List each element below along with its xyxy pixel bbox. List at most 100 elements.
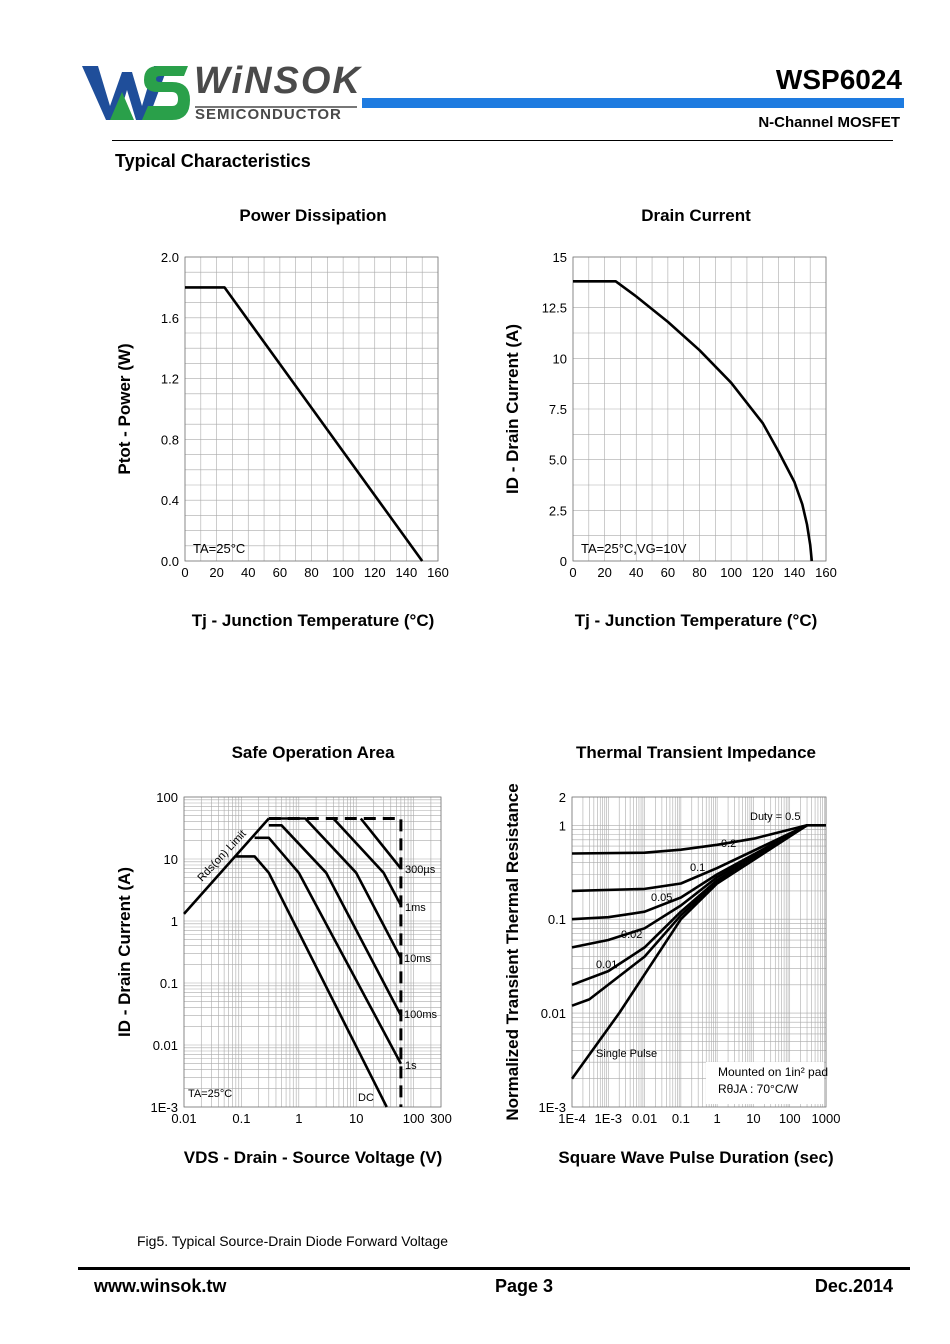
- y-tick-label: 0.8: [161, 432, 179, 447]
- y-tick-label: 1: [559, 818, 566, 833]
- x-tick-label: 10: [746, 1111, 760, 1126]
- x-tick-label: 100: [332, 565, 354, 580]
- logo-subtext: SEMICONDUCTOR: [195, 106, 342, 123]
- series-line-limit: [268, 817, 403, 1107]
- series-label: 0.01: [596, 959, 617, 971]
- y-tick-label: 0.1: [160, 976, 178, 991]
- y-tick-label: 12.5: [542, 301, 567, 316]
- series-label: Duty = 0.5: [750, 811, 800, 823]
- x-tick-label: 0.1: [672, 1111, 690, 1126]
- series-line-0-1: [571, 824, 808, 921]
- chart-title: Drain Current: [641, 206, 751, 225]
- y-tick-label: 0: [560, 554, 567, 569]
- x-tick-label: 100: [403, 1111, 425, 1126]
- y-tick-label: 10: [164, 852, 178, 867]
- x-tick-label: 160: [815, 565, 837, 580]
- thermal-resistance-annotation: RθJA : 70°C/W: [718, 1082, 799, 1096]
- series-line-rds-on-limit: [183, 817, 270, 915]
- x-tick-label: 300: [430, 1111, 452, 1126]
- y-tick-label: 2.5: [549, 503, 567, 518]
- condition-annotation: TA=25°C: [188, 1088, 232, 1100]
- series-line: [573, 279, 814, 562]
- plot-frame: [572, 256, 827, 562]
- part-number: WSP6024: [775, 64, 902, 95]
- series-label: 1ms: [405, 902, 426, 914]
- x-tick-label: 0: [569, 565, 576, 580]
- x-tick-label: 100: [720, 565, 742, 580]
- grid: [572, 256, 827, 562]
- series-line-0-2: [571, 824, 808, 893]
- series-line-300-s: [359, 817, 402, 870]
- x-tick-label: 1E-3: [595, 1111, 622, 1126]
- series-label: 1s: [405, 1060, 417, 1072]
- y-tick-label: 1.6: [161, 311, 179, 326]
- series-label: 0.05: [651, 892, 672, 904]
- y-tick-label: 1: [171, 914, 178, 929]
- y-tick-label: 0.0: [161, 554, 179, 569]
- x-tick-label: 0.01: [171, 1111, 196, 1126]
- x-tick-label: 140: [396, 565, 418, 580]
- footer-website[interactable]: www.winsok.tw: [94, 1276, 227, 1296]
- chart-1: 0 20 40 60 80 100 120 140 160 0.0 0.4 0.8 1.2 1.6 2.0 P…: [115, 206, 449, 630]
- y-tick-label: 2.0: [161, 250, 179, 265]
- y-axis-label: ID - Drain Current (A): [503, 324, 522, 494]
- series-label: 10ms: [404, 953, 431, 965]
- y-axis-label: ID - Drain Current (A): [115, 867, 134, 1037]
- grid: [183, 796, 442, 1108]
- plot-frame: [571, 796, 827, 1108]
- series-label: 0.2: [721, 838, 736, 850]
- x-tick-label: 20: [597, 565, 611, 580]
- x-tick-label: 40: [629, 565, 643, 580]
- y-tick-label: 5.0: [549, 453, 567, 468]
- series-line: [185, 286, 424, 562]
- y-tick-label: 1E-3: [539, 1100, 566, 1115]
- y-tick-label: 100: [156, 790, 178, 805]
- series-line-0-05: [571, 824, 808, 949]
- x-axis-label: Tj - Junction Temperature (°C): [192, 611, 435, 630]
- winsok-logo-mark: [82, 66, 190, 120]
- y-tick-label: 10: [553, 351, 567, 366]
- x-tick-label: 20: [209, 565, 223, 580]
- series-label: DC: [358, 1092, 374, 1104]
- condition-annotation: TA=25°C: [193, 541, 245, 556]
- series-label: 0.02: [621, 929, 642, 941]
- y-axis-label: Ptot - Power (W): [115, 343, 134, 474]
- footer-page: Page 3: [495, 1276, 554, 1296]
- logo-text: WiNSOK: [194, 60, 362, 102]
- series-line-100ms: [268, 823, 403, 1017]
- series-label: 300µs: [405, 864, 436, 876]
- x-tick-label: 0: [181, 565, 188, 580]
- chart-2: 0 20 40 60 80 100 120 140 160 0 2.5 5.0 7.5 10 12.5 15 D…: [503, 206, 837, 630]
- y-tick-label: 15: [553, 250, 567, 265]
- x-tick-label: 0.01: [632, 1111, 657, 1126]
- mounting-annotation: Mounted on 1in² pad: [718, 1065, 828, 1079]
- y-tick-label: 7.5: [549, 402, 567, 417]
- chart-title: Safe Operation Area: [232, 743, 395, 762]
- annotation-box: [706, 1062, 824, 1104]
- plot-frame: [183, 796, 442, 1108]
- section-title: Typical Characteristics: [115, 151, 311, 171]
- header-divider: [112, 140, 893, 141]
- x-tick-label: 60: [661, 565, 675, 580]
- chart-title: Thermal Transient Impedance: [576, 743, 816, 762]
- series-label: Single Pulse: [596, 1048, 657, 1060]
- grid: [571, 796, 827, 1108]
- series-label: 0.1: [690, 862, 705, 874]
- series-line-1ms: [332, 817, 403, 906]
- x-tick-label: 120: [752, 565, 774, 580]
- x-tick-label: 1E-4: [558, 1111, 585, 1126]
- series-line-dc: [235, 855, 388, 1108]
- x-tick-label: 100: [779, 1111, 801, 1126]
- y-axis-label: Normalized Transient Thermal Resistance: [503, 783, 522, 1120]
- y-tick-label: 1E-3: [151, 1100, 178, 1115]
- device-type: N-Channel MOSFET: [758, 114, 900, 131]
- chart-title: Power Dissipation: [239, 206, 386, 225]
- series-line-10ms: [268, 817, 403, 959]
- chart-3: 0.01 0.1 1 10 100 3001E-30.010.1110100Rds(on)…: [115, 743, 452, 1167]
- x-tick-label: 160: [427, 565, 449, 580]
- footer-date: Dec.2014: [814, 1276, 893, 1296]
- x-tick-label: 1: [714, 1111, 721, 1126]
- x-tick-label: 10: [349, 1111, 363, 1126]
- x-tick-label: 60: [273, 565, 287, 580]
